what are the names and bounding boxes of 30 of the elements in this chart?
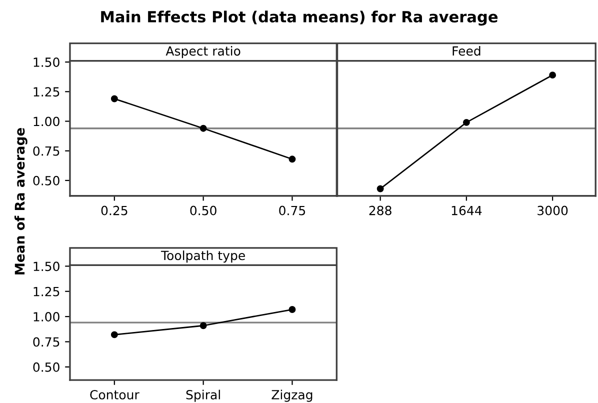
y-tick-label: 1.00: [34, 116, 60, 126]
y-tick-label: 1.25: [34, 87, 60, 97]
x-tick-label: Zigzag: [272, 390, 312, 402]
x-tick-label: 0.50: [190, 206, 216, 216]
y-axis-title: Mean of Ra average: [14, 128, 28, 274]
chart-title: Feed: [452, 46, 480, 56]
y-tick-label: 0.75: [33, 146, 60, 156]
x-tick-label: 3000: [538, 206, 568, 216]
chart-title: Aspect ratio: [166, 46, 240, 58]
point: [200, 124, 207, 132]
text: Main Effects Plot (data means) for Ra average: [101, 10, 498, 26]
point: [110, 331, 118, 338]
x-tick-label: Spiral: [186, 390, 220, 402]
y-tick-label: 1.25: [34, 286, 60, 296]
x-tick-label: 288: [369, 206, 392, 216]
y-tick-label: 1.50: [34, 58, 60, 67]
y-tick-label: 0.50: [33, 176, 60, 186]
x-tick-label: Contour: [90, 390, 140, 400]
point: [200, 322, 207, 330]
point: [288, 156, 296, 163]
x-tick-label: 0.75: [279, 206, 306, 216]
x-tick-label: 1644: [452, 206, 482, 216]
y-tick-label: 0.50: [33, 362, 60, 372]
y-tick-label: 0.75: [33, 337, 60, 347]
y-tick-label: 1.50: [34, 262, 60, 272]
x-tick-label: 0.25: [101, 206, 128, 216]
y-tick-label: 1.00: [34, 312, 60, 322]
point: [110, 95, 118, 102]
chart-title: Toolpath type: [160, 250, 245, 263]
point: [288, 306, 296, 313]
